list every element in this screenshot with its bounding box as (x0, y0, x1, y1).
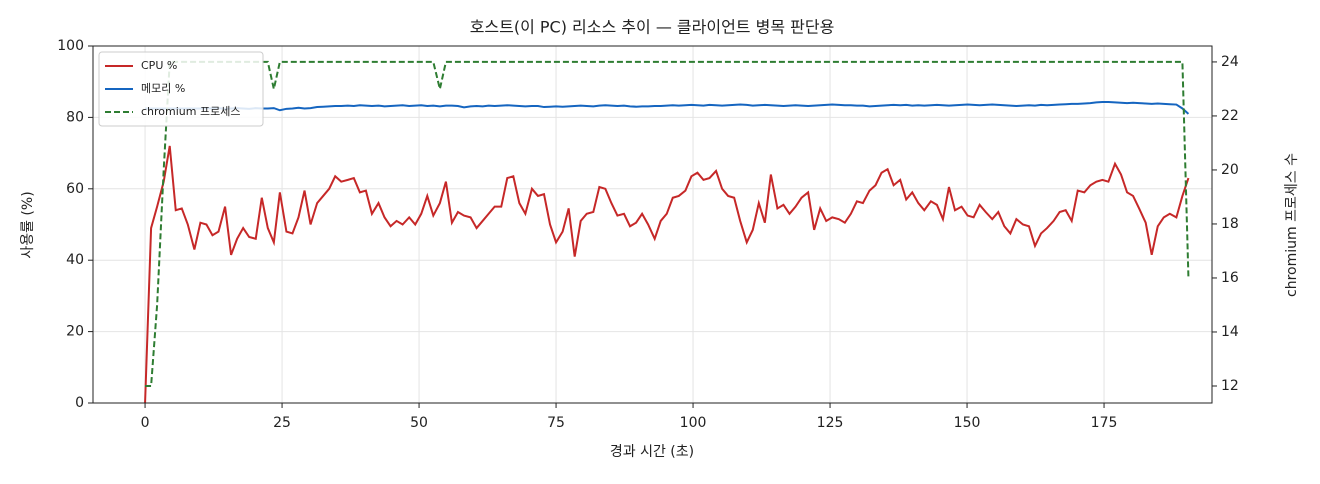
y-tick-label: 40 (66, 252, 84, 268)
legend-label: chromium 프로세스 (141, 105, 240, 118)
y-tick-label: 60 (66, 181, 84, 197)
y2-tick-label: 16 (1221, 270, 1239, 286)
legend-label: 메모리 % (141, 82, 185, 95)
series-line (145, 101, 1190, 115)
x-tick-label: 75 (547, 415, 565, 431)
x-tick-label: 0 (141, 415, 150, 431)
plot-frame (92, 45, 1213, 404)
y2-tick-label: 14 (1221, 324, 1239, 340)
legend: CPU % 메모리 % chromium 프로세스 (98, 51, 264, 127)
series-line (144, 145, 1190, 404)
x-tick-label: 125 (817, 415, 844, 431)
y-axis-label: 사용률 (%) (20, 191, 36, 258)
axes: 0 25 50 75 100 125 150 175 0 20 40 60 80 100 12 14 16 18 2… (57, 38, 1239, 431)
x-tick-label: 175 (1091, 415, 1118, 431)
legend-label: CPU % (141, 59, 177, 72)
y-tick-label: 20 (66, 324, 84, 340)
legend-box (98, 51, 264, 127)
x-axis-label: 경과 시간 (초) (610, 444, 694, 460)
plot-lines (144, 60, 1190, 404)
y2-tick-label: 22 (1221, 108, 1239, 124)
y-tick-label: 0 (75, 395, 84, 411)
y-tick-label: 80 (66, 109, 84, 125)
chart-title: 호스트(이 PC) 리소스 추이 — 클라이언트 병목 판단용 (470, 18, 835, 37)
x-tick-label: 100 (680, 415, 707, 431)
y2-tick-label: 20 (1221, 162, 1239, 178)
y-tick-label: 100 (57, 38, 84, 54)
series-line (145, 60, 1190, 387)
y2-tick-label: 24 (1221, 54, 1239, 70)
y2-tick-label: 18 (1221, 216, 1239, 232)
x-tick-label: 150 (954, 415, 981, 431)
x-tick-label: 50 (410, 415, 428, 431)
y2-axis-label: chromium 프로세스 수 (1284, 153, 1300, 297)
y2-tick-label: 12 (1221, 378, 1239, 394)
x-tick-label: 25 (273, 415, 291, 431)
